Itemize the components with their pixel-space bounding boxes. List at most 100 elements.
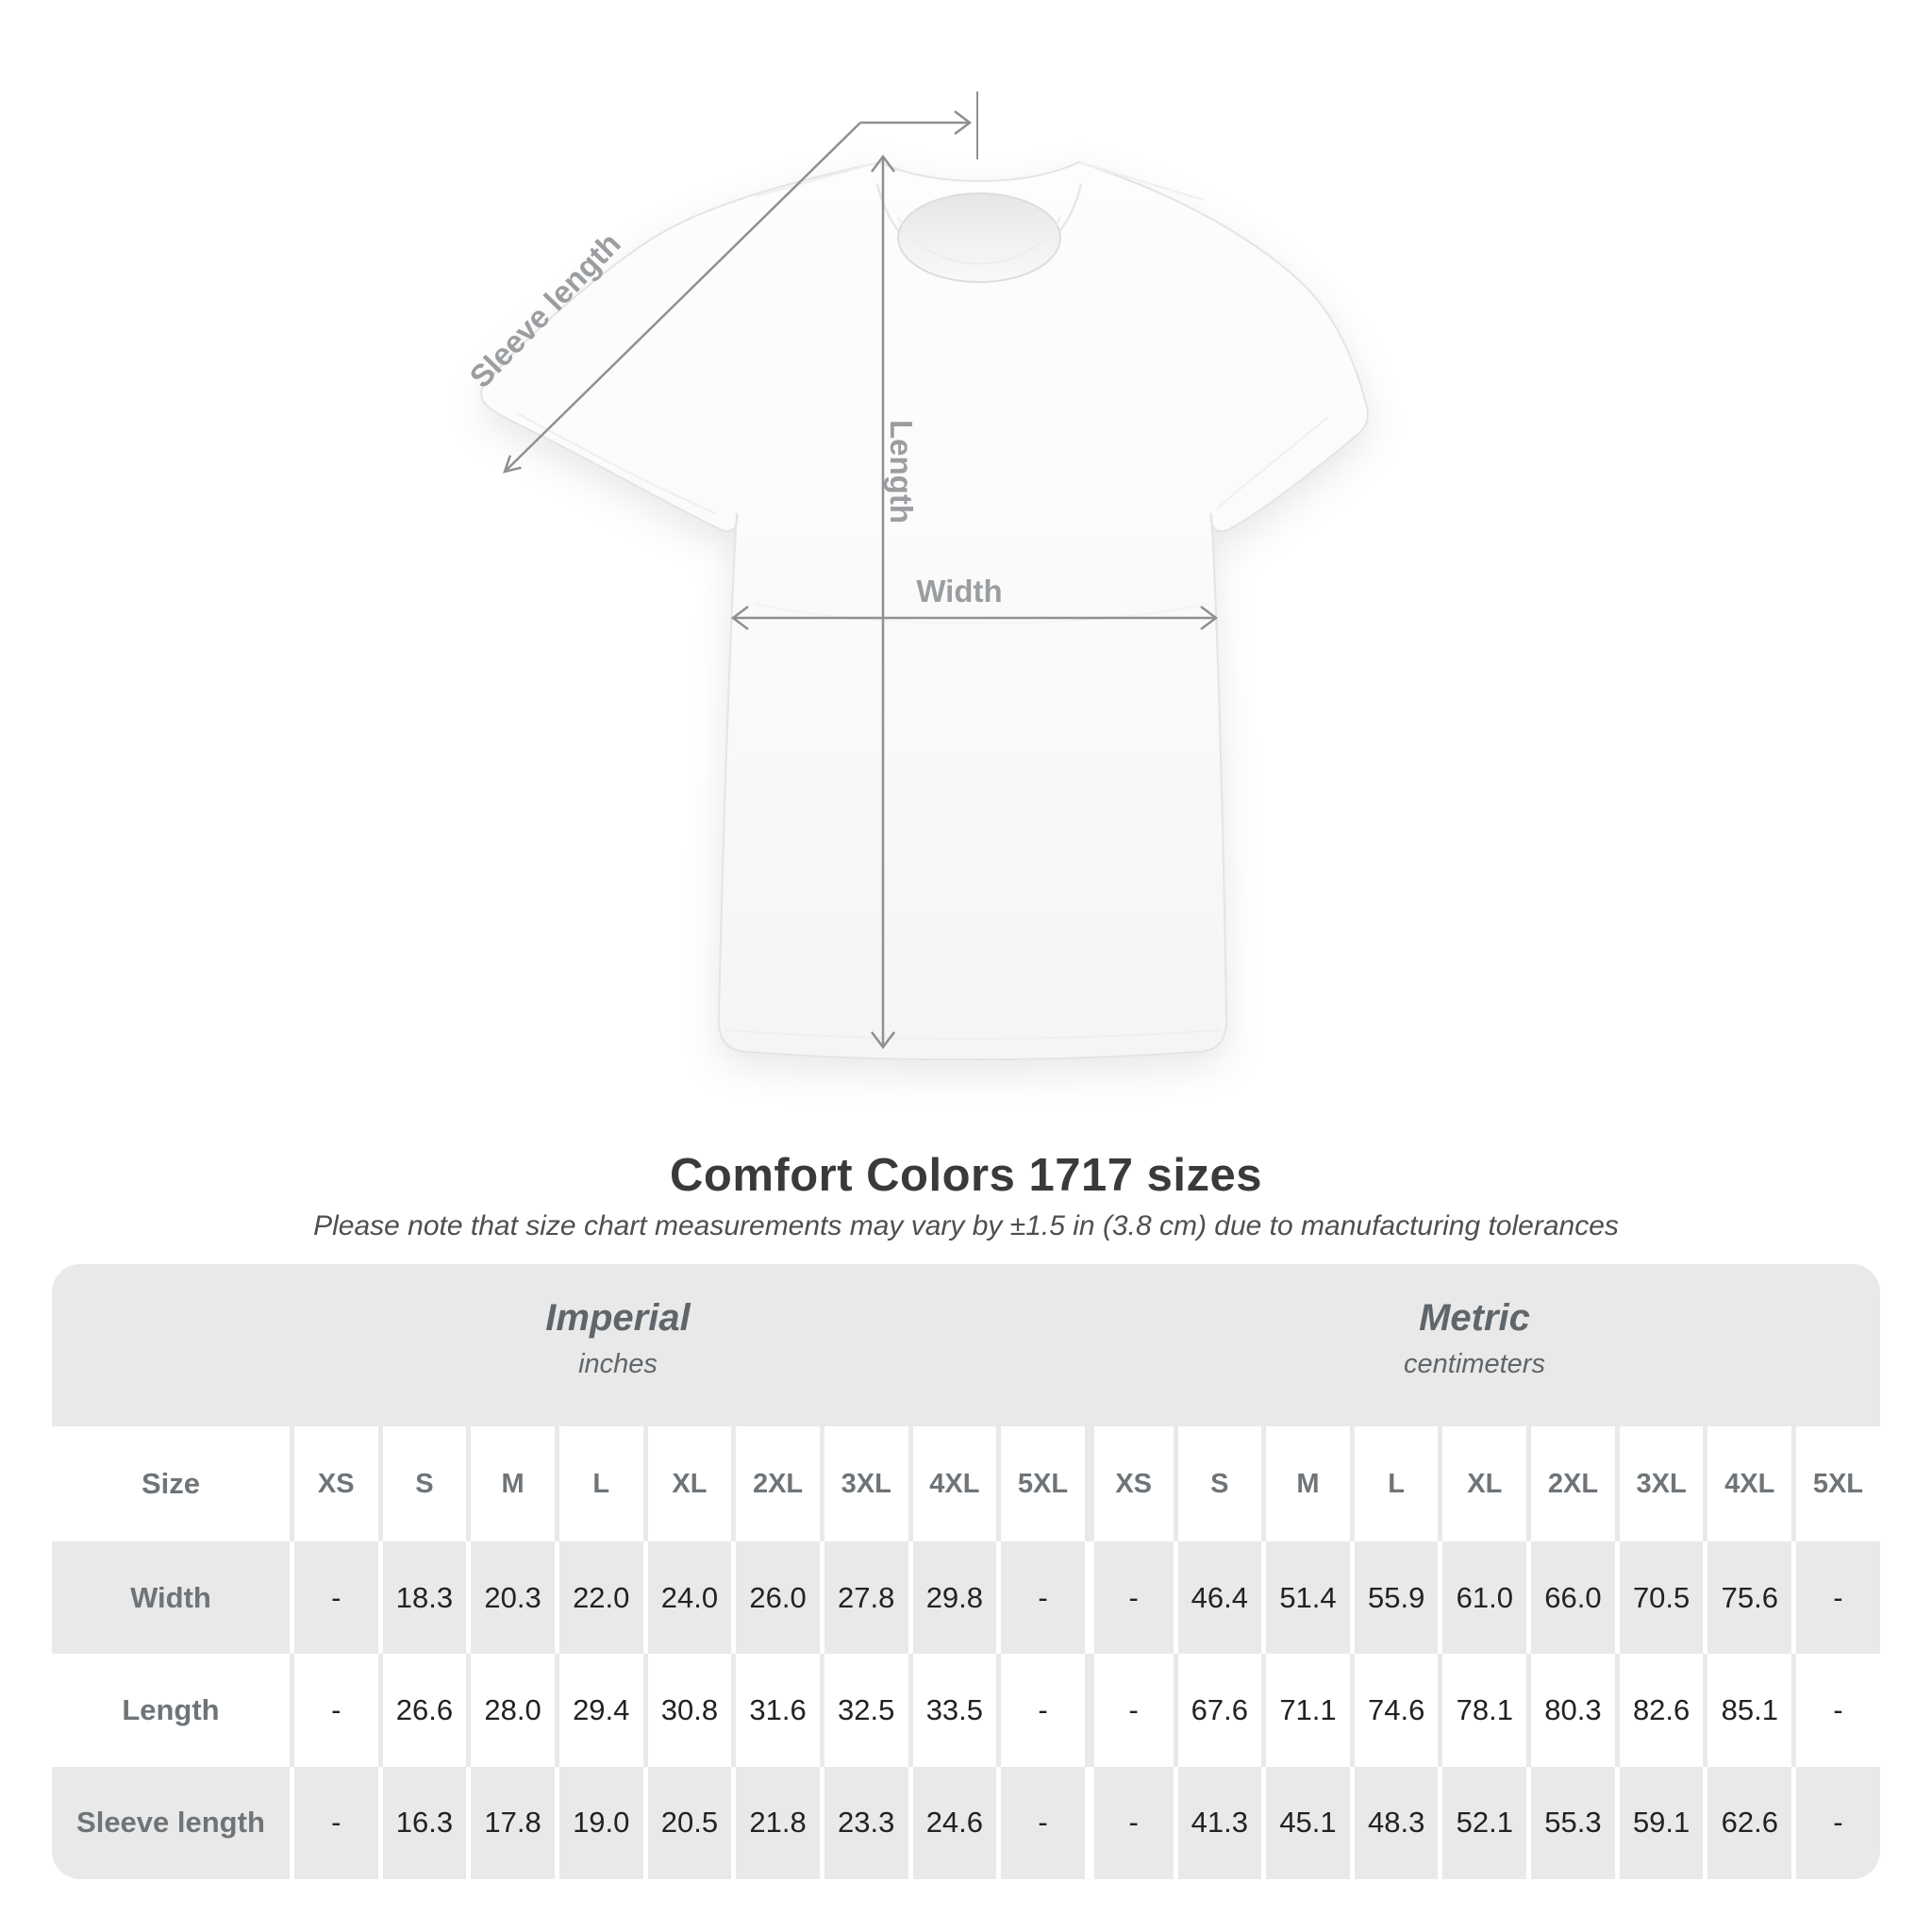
- size-col-header: 2XL: [731, 1426, 820, 1541]
- imperial-group-header: Imperial inches: [545, 1296, 690, 1380]
- measurement-value: 23.3: [819, 1766, 908, 1879]
- measurement-value: 20.3: [466, 1541, 555, 1655]
- measurement-value: -: [996, 1654, 1085, 1767]
- measurement-value: -: [1791, 1654, 1880, 1767]
- imperial-unit-label: inches: [578, 1349, 658, 1379]
- table-row: Width -18.3 20.3 22.0 24.0 26.0 27.8 29.8- -46.4…: [52, 1541, 1880, 1655]
- row-label: Sleeve length: [76, 1806, 265, 1840]
- table-row-sizes: Size XS S M L XL 2XL 3XL 4XL 5XL XS S M L XL 2XL 3XL 4XL 5…: [52, 1426, 1880, 1541]
- size-column-header: Size: [141, 1467, 200, 1500]
- measurement-value: 29.4: [554, 1654, 643, 1767]
- size-col-header: M: [466, 1426, 555, 1541]
- measurement-value: 82.6: [1614, 1654, 1704, 1767]
- measurement-value: 20.5: [642, 1766, 732, 1879]
- size-col-header: 3XL: [1614, 1426, 1704, 1541]
- measurement-value: 78.1: [1438, 1654, 1526, 1767]
- measurement-value: 24.0: [642, 1541, 732, 1655]
- sleeve-length-arrow: [503, 92, 978, 474]
- measurement-value: 45.1: [1261, 1766, 1350, 1879]
- size-col-header: 2XL: [1526, 1426, 1615, 1541]
- measurement-value: 80.3: [1526, 1654, 1615, 1767]
- measurement-value: 55.3: [1526, 1766, 1615, 1879]
- size-col-header: S: [377, 1426, 467, 1541]
- size-col-header: 3XL: [819, 1426, 908, 1541]
- width-arrow: [730, 606, 1219, 630]
- measurement-value: 85.1: [1703, 1654, 1791, 1767]
- size-col-header: 5XL: [1791, 1426, 1880, 1541]
- page-title: Comfort Colors 1717 sizes: [670, 1150, 1262, 1201]
- size-col-header: XL: [642, 1426, 732, 1541]
- imperial-label: Imperial: [545, 1297, 691, 1339]
- size-col-header: 4XL: [908, 1426, 997, 1541]
- measurement-value: 71.1: [1261, 1654, 1350, 1767]
- tshirt-measurement-diagram: Sleeve length Length Width: [462, 92, 1369, 1061]
- metric-label: Metric: [1419, 1297, 1530, 1339]
- measurement-value: 62.6: [1703, 1766, 1791, 1879]
- table-row: Length -26.6 28.0 29.4 30.8 31.6 32.5 33.5- -67.…: [52, 1654, 1880, 1767]
- measurement-value: 28.0: [466, 1654, 555, 1767]
- measurement-value: -: [1791, 1766, 1880, 1879]
- measurement-value: -: [1791, 1541, 1880, 1655]
- measurement-value: 70.5: [1614, 1541, 1704, 1655]
- measurement-value: -: [996, 1766, 1085, 1879]
- measurement-value: 48.3: [1349, 1766, 1439, 1879]
- collar: [875, 183, 1083, 283]
- measurement-value: 67.6: [1173, 1654, 1262, 1767]
- tshirt-shape: [480, 160, 1369, 1061]
- measurement-value: -: [1084, 1654, 1174, 1767]
- measurement-value: 74.6: [1349, 1654, 1439, 1767]
- measurement-value: -: [996, 1541, 1085, 1655]
- size-col-header: 4XL: [1703, 1426, 1791, 1541]
- metric-group-header: Metric centimeters: [1404, 1296, 1545, 1380]
- measurement-value: 46.4: [1173, 1541, 1262, 1655]
- metric-unit-label: centimeters: [1404, 1349, 1545, 1379]
- measurement-value: -: [289, 1654, 378, 1767]
- measurement-value: 41.3: [1173, 1766, 1262, 1879]
- measurement-value: 59.1: [1614, 1766, 1704, 1879]
- measurement-value: -: [289, 1541, 378, 1655]
- size-col-header: M: [1261, 1426, 1350, 1541]
- length-label: Length: [884, 420, 919, 524]
- measurement-value: 33.5: [908, 1654, 997, 1767]
- measurement-value: -: [289, 1766, 378, 1879]
- seam-lines: [516, 161, 1329, 1040]
- measurement-value: 51.4: [1261, 1541, 1350, 1655]
- measurement-value: 32.5: [819, 1654, 908, 1767]
- measurement-value: 52.1: [1438, 1766, 1526, 1879]
- size-col-header: 5XL: [996, 1426, 1085, 1541]
- measurement-value: 31.6: [731, 1654, 820, 1767]
- length-arrow: [871, 154, 895, 1050]
- measurement-value: 16.3: [377, 1766, 467, 1879]
- tshirt-illustration: [480, 92, 1369, 1061]
- size-table: Imperial inches Metric centimeters Size X…: [52, 1264, 1880, 1879]
- size-col-header: L: [1349, 1426, 1439, 1541]
- row-label: Width: [130, 1580, 211, 1614]
- size-col-header: XS: [1084, 1426, 1174, 1541]
- measurement-value: 26.6: [377, 1654, 467, 1767]
- measurement-value: 75.6: [1703, 1541, 1791, 1655]
- measurement-value: 19.0: [554, 1766, 643, 1879]
- size-table-rows: Size XS S M L XL 2XL 3XL 4XL 5XL XS S M L XL 2XL 3XL 4XL 5…: [52, 1426, 1880, 1879]
- measurement-value: 66.0: [1526, 1541, 1615, 1655]
- unit-group-header: Imperial inches Metric centimeters: [52, 1264, 1880, 1426]
- measurement-value: 22.0: [554, 1541, 643, 1655]
- measurement-value: -: [1084, 1766, 1174, 1879]
- measurement-value: 30.8: [642, 1654, 732, 1767]
- measurement-value: 61.0: [1438, 1541, 1526, 1655]
- size-col-header: XL: [1438, 1426, 1526, 1541]
- measurement-value: 24.6: [908, 1766, 997, 1879]
- measurement-value: 17.8: [466, 1766, 555, 1879]
- measurement-lines: [503, 92, 1219, 1050]
- tolerance-note: Please note that size chart measurements…: [313, 1210, 1619, 1241]
- measurement-value: 27.8: [819, 1541, 908, 1655]
- size-col-header: XS: [289, 1426, 378, 1541]
- measurement-value: -: [1084, 1541, 1174, 1655]
- measurement-value: 21.8: [731, 1766, 820, 1879]
- measurement-value: 55.9: [1349, 1541, 1439, 1655]
- size-col-header: S: [1173, 1426, 1262, 1541]
- width-label: Width: [916, 574, 1003, 608]
- measurement-value: 26.0: [731, 1541, 820, 1655]
- table-row: Sleeve length -16.3 17.8 19.0 20.5 21.8 23.3 24…: [52, 1766, 1880, 1879]
- measurement-value: 29.8: [908, 1541, 997, 1655]
